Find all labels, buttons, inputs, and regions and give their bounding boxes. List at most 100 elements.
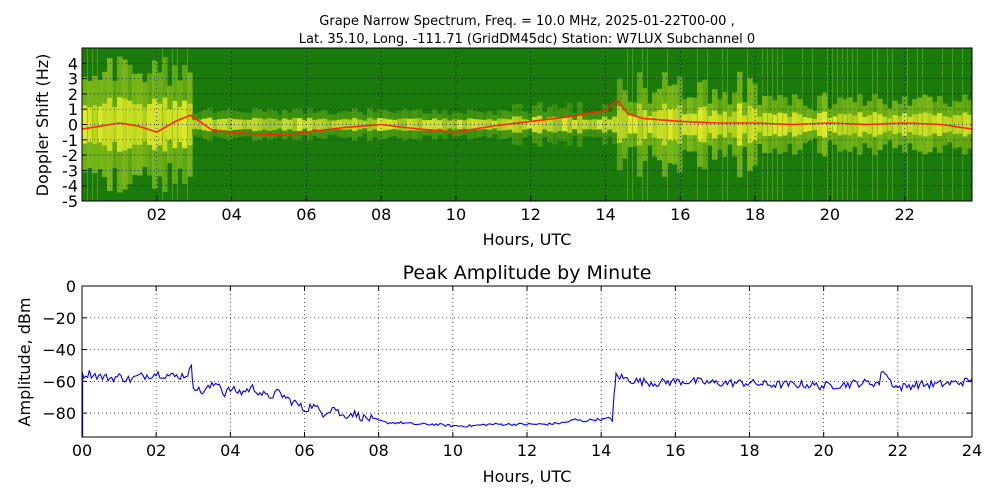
spectrogram-core xyxy=(742,115,748,134)
spectrogram-y-tick-label: -1 xyxy=(62,131,78,150)
spectrogram-streak xyxy=(767,48,768,201)
spectrogram-core xyxy=(967,114,972,135)
spectrogram-streak xyxy=(697,48,698,201)
spectrogram-streak xyxy=(187,48,188,201)
spectrogram-core xyxy=(422,120,428,129)
spectrogram-core xyxy=(222,118,228,131)
spectrogram-core xyxy=(137,104,143,145)
spectrogram-streak xyxy=(632,48,633,201)
amplitude-y-tick-label: 0 xyxy=(66,277,76,296)
spectrogram-y-tick-label: 1 xyxy=(68,100,78,119)
spectrogram-core xyxy=(617,106,623,143)
spectrogram-core xyxy=(757,116,763,133)
spectrogram-core xyxy=(677,105,683,144)
amplitude-title: Peak Amplitude by Minute xyxy=(403,262,652,284)
spectrogram-core xyxy=(402,118,408,131)
spectrogram-x-tick-label: 22 xyxy=(895,205,915,224)
spectrogram-streak xyxy=(952,48,953,201)
spectrogram-core xyxy=(267,118,273,131)
spectrogram-core xyxy=(607,119,613,130)
spectrogram-core xyxy=(562,117,568,132)
spectrogram-core xyxy=(207,117,213,132)
spectrogram-streak xyxy=(667,48,668,201)
spectrogram-core xyxy=(547,117,553,132)
spectrogram-core xyxy=(162,97,168,152)
spectrogram-core xyxy=(197,119,203,130)
spectrogram-core xyxy=(362,120,368,129)
figure-title-line-2: Lat. 35.10, Long. -111.71 (GridDM45dc) S… xyxy=(299,32,755,47)
spectrogram-core xyxy=(217,119,223,130)
amplitude-y-tick-label: −20 xyxy=(42,309,76,328)
figure-title-line-1: Grape Narrow Spectrum, Freq. = 10.0 MHz,… xyxy=(319,14,734,29)
spectrogram-core xyxy=(582,119,588,130)
spectrogram-streak xyxy=(917,48,918,201)
spectrogram-core xyxy=(897,116,903,133)
spectrogram-core xyxy=(747,105,753,144)
spectrogram-core xyxy=(837,113,843,136)
spectrogram-core xyxy=(682,114,688,135)
spectrogram-core xyxy=(227,118,233,131)
spectrogram-core xyxy=(907,116,913,133)
spectrogram-core xyxy=(442,118,448,131)
spectrogram-x-tick-label: 16 xyxy=(670,205,690,224)
spectrogram-core xyxy=(957,115,963,134)
spectrogram-core xyxy=(87,107,93,142)
amplitude-x-tick-label: 00 xyxy=(72,441,92,460)
spectrogram-core xyxy=(117,97,123,152)
amplitude-x-tick-label: 10 xyxy=(443,441,463,460)
spectrogram-core xyxy=(667,109,673,140)
spectrogram-core xyxy=(182,100,188,149)
spectrogram-core xyxy=(962,112,968,137)
amplitude-y-tick-label: −60 xyxy=(42,372,76,391)
spectrogram-y-tick-label: -4 xyxy=(62,177,78,196)
amplitude-x-tick-label: 02 xyxy=(146,441,166,460)
spectrogram-streak xyxy=(772,48,773,201)
spectrogram-core xyxy=(762,113,768,136)
spectrogram-core xyxy=(142,107,148,142)
spectrogram-core xyxy=(627,115,633,134)
spectrogram-streak xyxy=(907,48,908,201)
spectrogram-core xyxy=(707,116,713,133)
spectrogram-core xyxy=(537,115,543,134)
spectrogram-streak xyxy=(887,48,888,201)
spectrogram-core xyxy=(247,119,253,130)
spectrogram-core xyxy=(102,103,108,146)
spectrogram-core xyxy=(282,118,288,131)
spectrogram-core xyxy=(647,116,653,133)
spectrogram-x-ticks: 02 04 06 08 10 12 14 16 18 20 22 xyxy=(147,196,915,224)
spectrogram-core xyxy=(657,110,663,139)
spectrogram-streak xyxy=(892,48,893,201)
amplitude-y-label: Amplitude, dBm xyxy=(15,298,34,427)
spectrogram-streak xyxy=(97,48,98,201)
spectrogram-core xyxy=(602,116,608,133)
spectrogram-core xyxy=(842,114,848,135)
amplitude-x-tick-label: 18 xyxy=(739,441,759,460)
spectrogram-core xyxy=(357,119,363,130)
amplitude-x-tick-label: 14 xyxy=(591,441,611,460)
spectrogram-core xyxy=(277,120,283,129)
spectrogram-core xyxy=(242,119,248,130)
spectrogram-core xyxy=(157,103,163,146)
amplitude-panel: Peak Amplitude by Minute 00 02 04 06 08 10 12 1… xyxy=(15,262,982,486)
spectrogram-streak xyxy=(627,48,628,201)
amplitude-y-ticks: 0 −20 −40 −60 −80 xyxy=(42,277,972,423)
spectrogram-core xyxy=(702,106,708,143)
spectrogram-core xyxy=(327,120,333,129)
spectrogram-streak xyxy=(727,48,728,201)
spectrogram-streak xyxy=(177,48,178,201)
spectrogram-grid xyxy=(82,48,972,202)
spectrogram-y-tick-label: 0 xyxy=(68,116,78,135)
spectrogram-core xyxy=(522,119,528,130)
spectrogram-core xyxy=(187,103,193,146)
spectrogram-core xyxy=(437,120,443,129)
spectrogram-core xyxy=(597,119,603,130)
spectrogram-core xyxy=(447,120,453,129)
spectrogram-y-tick-label: -2 xyxy=(62,146,78,165)
spectrogram-core xyxy=(322,118,328,131)
amplitude-x-tick-label: 20 xyxy=(813,441,833,460)
spectrogram-core xyxy=(147,104,153,145)
spectrogram-core xyxy=(397,118,403,131)
spectrogram-y-label: Doppler Shift (Hz) xyxy=(33,54,52,197)
amplitude-x-tick-label: 04 xyxy=(220,441,240,460)
spectrogram-core xyxy=(642,109,648,140)
